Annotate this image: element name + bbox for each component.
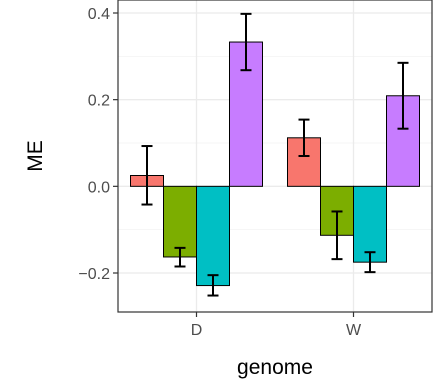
- y-tick-label: 0.0: [88, 179, 110, 196]
- bar: [163, 185, 197, 258]
- y-tick-label: 0.4: [88, 6, 110, 23]
- x-axis-title: genome: [237, 356, 313, 379]
- error-bars: [141, 12, 409, 297]
- bar: [353, 185, 387, 263]
- x-tick-label: W: [346, 322, 362, 339]
- plot-background: [118, 0, 432, 312]
- plot-panel-border: [117, 0, 433, 313]
- bar: [196, 185, 230, 287]
- y-tick-label: 0.2: [88, 93, 110, 110]
- x-tick-label: D: [191, 322, 203, 339]
- y-axis-title: ME: [24, 140, 47, 172]
- y-axis: −0.2 0.0 0.2 0.4: [78, 6, 118, 283]
- y-tick-label: −0.2: [78, 266, 110, 283]
